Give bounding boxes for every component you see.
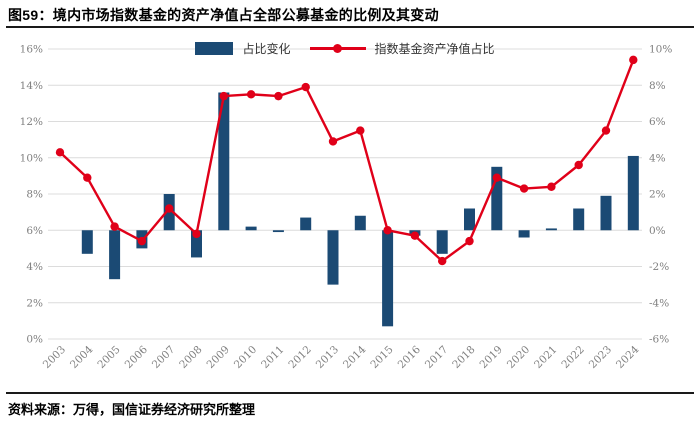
y-axis-left-tick: 2% xyxy=(26,297,43,309)
bar-2011 xyxy=(272,230,284,233)
line-marker-2024 xyxy=(629,55,638,65)
bar-2024 xyxy=(627,155,639,231)
x-axis-tick-2010: 2010 xyxy=(232,344,259,371)
line-marker-2009 xyxy=(219,91,228,101)
y-axis-left-tick: 4% xyxy=(26,261,43,273)
bar-2020 xyxy=(518,230,530,238)
line-marker-2004 xyxy=(83,173,92,182)
legend-bar-label: 占比变化 xyxy=(242,42,291,56)
bar-2012 xyxy=(300,217,312,231)
y-axis-left-tick: 8% xyxy=(26,189,43,201)
line-marker-2003 xyxy=(55,148,65,157)
x-axis-tick-2021: 2021 xyxy=(532,344,559,371)
x-axis-tick-2004: 2004 xyxy=(68,343,96,371)
line-marker-2006 xyxy=(137,236,147,246)
line-marker-2008 xyxy=(192,229,201,239)
line-series xyxy=(59,59,635,263)
legend-line-marker-icon xyxy=(332,44,342,53)
bar-2004 xyxy=(81,230,93,254)
x-axis-tick-2013: 2013 xyxy=(314,344,341,371)
source-note: 资料来源：万得，国信证券经济研究所整理 xyxy=(8,402,256,417)
bar-2022 xyxy=(573,208,585,231)
bar-2013 xyxy=(327,230,339,285)
x-axis-tick-2003: 2003 xyxy=(41,344,68,371)
bar-2019 xyxy=(491,166,503,231)
x-axis-tick-2007: 2007 xyxy=(150,344,177,371)
bar-2021 xyxy=(545,228,557,231)
line-marker-2018 xyxy=(465,236,474,246)
y-axis-left-tick: 10% xyxy=(20,152,43,164)
y-axis-right-tick: -6% xyxy=(649,334,669,346)
line-marker-2022 xyxy=(574,160,583,170)
y-axis-right-tick: 4% xyxy=(649,152,666,164)
x-axis-tick-2023: 2023 xyxy=(587,344,614,371)
y-axis-right-tick: 0% xyxy=(649,225,666,237)
x-axis-tick-2024: 2024 xyxy=(614,343,642,371)
line-marker-2020 xyxy=(519,184,529,193)
legend-line-label: 指数基金资产净值占比 xyxy=(374,42,495,56)
y-axis-left-tick: 12% xyxy=(20,116,43,128)
bar-2015 xyxy=(382,230,394,327)
legend-line-swatch xyxy=(309,43,366,54)
x-axis-tick-2020: 2020 xyxy=(505,344,532,371)
line-marker-2016 xyxy=(410,231,420,240)
line-marker-2015 xyxy=(383,226,392,235)
y-axis-left-tick: 14% xyxy=(20,80,43,92)
y-axis-right-tick: -4% xyxy=(649,297,669,309)
y-axis-left-tick: 6% xyxy=(26,225,43,237)
y-axis-left-tick: 0% xyxy=(26,334,43,346)
line-marker-2011 xyxy=(274,91,283,101)
title-divider xyxy=(6,26,694,28)
y-axis-right-tick: 8% xyxy=(649,80,666,92)
line-marker-2007 xyxy=(165,204,174,213)
footer-divider xyxy=(6,392,694,394)
x-axis-tick-2009: 2009 xyxy=(205,344,232,371)
bar-2009 xyxy=(218,92,230,231)
line-marker-2013 xyxy=(328,137,338,146)
y-axis-right-tick: -2% xyxy=(649,261,669,273)
y-axis-right-tick: 10% xyxy=(649,44,672,56)
x-axis-tick-2011: 2011 xyxy=(259,344,286,371)
x-axis-tick-2018: 2018 xyxy=(450,344,477,371)
x-axis-tick-2012: 2012 xyxy=(286,344,313,371)
line-marker-2021 xyxy=(547,182,556,191)
line-marker-2014 xyxy=(356,126,365,135)
chart-legend: 占比变化 指数基金资产净值占比 xyxy=(48,40,642,57)
x-axis-tick-2008: 2008 xyxy=(177,344,204,371)
line-marker-2017 xyxy=(438,256,447,266)
x-axis-tick-2022: 2022 xyxy=(559,344,586,371)
x-axis-tick-2019: 2019 xyxy=(478,344,505,371)
x-axis-tick-2014: 2014 xyxy=(341,343,369,371)
x-axis-tick-2016: 2016 xyxy=(396,343,424,371)
x-axis-tick-2017: 2017 xyxy=(423,344,450,371)
line-marker-2023 xyxy=(601,126,611,135)
y-axis-right-tick: 2% xyxy=(649,189,666,201)
line-marker-2010 xyxy=(246,90,256,99)
bar-2017 xyxy=(436,230,448,254)
bar-2005 xyxy=(109,230,121,280)
bar-2023 xyxy=(600,195,612,231)
line-marker-2012 xyxy=(301,82,310,92)
bar-2008 xyxy=(191,230,202,258)
line-marker-2005 xyxy=(110,222,119,231)
bar-2014 xyxy=(354,215,366,231)
y-axis-left-tick: 16% xyxy=(20,44,43,56)
line-marker-2019 xyxy=(492,173,501,182)
x-axis-tick-2006: 2006 xyxy=(123,343,151,371)
y-axis-right-tick: 6% xyxy=(649,116,666,128)
legend-bar-swatch xyxy=(195,42,234,55)
x-axis-tick-2015: 2015 xyxy=(368,344,395,371)
bar-2018 xyxy=(464,208,475,231)
x-axis-tick-2005: 2005 xyxy=(95,344,122,371)
chart-title: 图59：境内市场指数基金的资产净值占全部公募基金的比例及其变动 xyxy=(8,7,439,23)
bar-2010 xyxy=(245,226,257,231)
